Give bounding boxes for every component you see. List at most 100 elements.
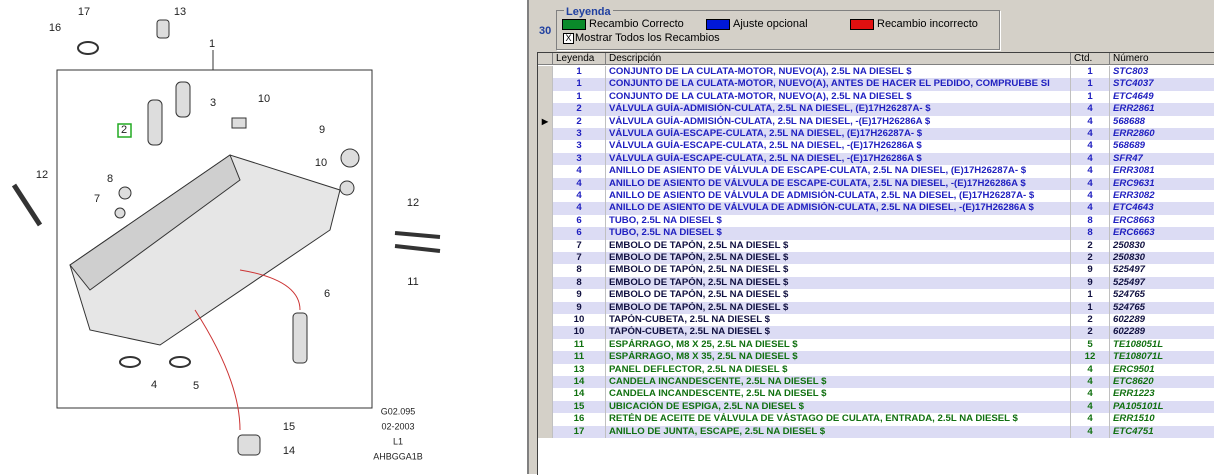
table-cell[interactable]: 11: [553, 338, 606, 352]
table-cell[interactable]: TE108051L: [1110, 338, 1214, 352]
table-cell[interactable]: 250830: [1110, 252, 1214, 265]
table-cell[interactable]: 1: [1071, 78, 1110, 91]
table-cell[interactable]: EMBOLO DE TAPÓN, 2.5L NA DIESEL $: [606, 276, 1071, 290]
table-cell[interactable]: ERC8663: [1110, 214, 1214, 228]
table-cell[interactable]: 602289: [1110, 314, 1214, 327]
table-cell[interactable]: STC803: [1110, 66, 1214, 79]
table-cell[interactable]: 4: [1071, 425, 1110, 438]
table-cell[interactable]: 4: [1071, 202, 1110, 215]
table-cell[interactable]: EMBOLO DE TAPÓN, 2.5L NA DIESEL $: [606, 289, 1071, 302]
table-cell[interactable]: 4: [1071, 177, 1110, 190]
table-cell[interactable]: ETC4751: [1110, 425, 1214, 438]
table-cell[interactable]: ETC4643: [1110, 202, 1214, 215]
table-cell[interactable]: TAPÓN-CUBETA, 2.5L NA DIESEL $: [606, 326, 1071, 339]
table-cell[interactable]: TE108071L: [1110, 351, 1214, 364]
table-cell[interactable]: STC4037: [1110, 78, 1214, 91]
table-cell[interactable]: 8: [553, 264, 606, 277]
table-cell[interactable]: 602289: [1110, 326, 1214, 339]
table-cell[interactable]: 4: [1071, 103, 1110, 116]
table-cell[interactable]: 4: [1071, 165, 1110, 178]
table-cell[interactable]: 1: [553, 90, 606, 104]
table-cell[interactable]: VÁLVULA GUÍA-ESCAPE-CULATA, 2.5L NA DIES…: [606, 140, 1071, 153]
table-cell[interactable]: EMBOLO DE TAPÓN, 2.5L NA DIESEL $: [606, 239, 1071, 252]
table-cell[interactable]: 2: [1071, 326, 1110, 339]
table-cell[interactable]: 12: [1071, 351, 1110, 364]
table-cell[interactable]: ANILLO DE JUNTA, ESCAPE, 2.5L NA DIESEL …: [606, 425, 1071, 438]
table-cell[interactable]: PANEL DEFLECTOR, 2.5L NA DIESEL $: [606, 363, 1071, 376]
table-cell[interactable]: 13: [553, 363, 606, 376]
table-cell[interactable]: 4: [1071, 413, 1110, 426]
table-cell[interactable]: ERR1223: [1110, 388, 1214, 401]
table-cell[interactable]: TUBO, 2.5L NA DIESEL $: [606, 227, 1071, 240]
table-cell[interactable]: 4: [1071, 363, 1110, 376]
table-cell[interactable]: ETC8620: [1110, 376, 1214, 389]
table-cell[interactable]: 2: [1071, 314, 1110, 327]
table-cell[interactable]: ETC4649: [1110, 90, 1214, 104]
checkbox[interactable]: X: [563, 33, 574, 44]
table-cell[interactable]: 4: [1071, 140, 1110, 153]
table-cell[interactable]: 524765: [1110, 301, 1214, 314]
table-cell[interactable]: 10: [553, 326, 606, 339]
table-cell[interactable]: ANILLO DE ASIENTO DE VÁLVULA DE ESCAPE-C…: [606, 177, 1071, 190]
table-cell[interactable]: 2: [553, 103, 606, 116]
table-cell[interactable]: 2: [553, 115, 606, 128]
table-cell[interactable]: EMBOLO DE TAPÓN, 2.5L NA DIESEL $: [606, 252, 1071, 265]
table-cell[interactable]: 4: [1071, 400, 1110, 414]
table-cell[interactable]: 4: [1071, 152, 1110, 166]
table-cell[interactable]: CANDELA INCANDESCENTE, 2.5L NA DIESEL $: [606, 388, 1071, 401]
table-cell[interactable]: CONJUNTO DE LA CULATA-MOTOR, NUEVO(A), 2…: [606, 66, 1071, 79]
table-cell[interactable]: 1: [1071, 66, 1110, 79]
table-cell[interactable]: 6: [553, 227, 606, 240]
table-cell[interactable]: EMBOLO DE TAPÓN, 2.5L NA DIESEL $: [606, 264, 1071, 277]
table-cell[interactable]: VÁLVULA GUÍA-ADMISIÓN-CULATA, 2.5L NA DI…: [606, 103, 1071, 116]
table-cell[interactable]: CONJUNTO DE LA CULATA-MOTOR, NUEVO(A), A…: [606, 78, 1071, 91]
table-cell[interactable]: PA105101L: [1110, 400, 1214, 414]
table-cell[interactable]: 6: [553, 214, 606, 228]
table-cell[interactable]: 524765: [1110, 289, 1214, 302]
table-cell[interactable]: 568689: [1110, 140, 1214, 153]
table-cell[interactable]: ERR3082: [1110, 190, 1214, 203]
table-cell[interactable]: 2: [1071, 252, 1110, 265]
table-cell[interactable]: 7: [553, 239, 606, 252]
table-cell[interactable]: 1: [1071, 289, 1110, 302]
table-cell[interactable]: TUBO, 2.5L NA DIESEL $: [606, 214, 1071, 228]
table-cell[interactable]: EMBOLO DE TAPÓN, 2.5L NA DIESEL $: [606, 301, 1071, 314]
table-cell[interactable]: 9: [553, 301, 606, 314]
table-cell[interactable]: 3: [553, 140, 606, 153]
table-cell[interactable]: 3: [553, 128, 606, 141]
table-cell[interactable]: 4: [1071, 388, 1110, 401]
table-cell[interactable]: ERR1510: [1110, 413, 1214, 426]
table-cell[interactable]: 4: [553, 202, 606, 215]
table-cell[interactable]: 525497: [1110, 276, 1214, 290]
table-cell[interactable]: ANILLO DE ASIENTO DE VÁLVULA DE ADMISIÓN…: [606, 190, 1071, 203]
table-cell[interactable]: ERC6663: [1110, 227, 1214, 240]
table-cell[interactable]: ERC9631: [1110, 177, 1214, 190]
table-cell[interactable]: 16: [553, 413, 606, 426]
checkbox-label[interactable]: Mostrar Todos los Recambios: [575, 32, 720, 44]
table-cell[interactable]: ERR2860: [1110, 128, 1214, 141]
table-cell[interactable]: 4: [553, 165, 606, 178]
table-cell[interactable]: 17: [553, 425, 606, 438]
table-cell[interactable]: VÁLVULA GUÍA-ESCAPE-CULATA, 2.5L NA DIES…: [606, 152, 1071, 166]
table-cell[interactable]: 1: [553, 66, 606, 79]
table-cell[interactable]: 250830: [1110, 239, 1214, 252]
table-cell[interactable]: 2: [1071, 239, 1110, 252]
table-cell[interactable]: 4: [553, 190, 606, 203]
table-cell[interactable]: VÁLVULA GUÍA-ESCAPE-CULATA, 2.5L NA DIES…: [606, 128, 1071, 141]
table-cell[interactable]: 7: [553, 252, 606, 265]
table-cell[interactable]: 1: [553, 78, 606, 91]
table-cell[interactable]: ANILLO DE ASIENTO DE VÁLVULA DE ADMISIÓN…: [606, 202, 1071, 215]
table-cell[interactable]: CANDELA INCANDESCENTE, 2.5L NA DIESEL $: [606, 376, 1071, 389]
table-cell[interactable]: 8: [553, 276, 606, 290]
table-cell[interactable]: 10: [553, 314, 606, 327]
table-cell[interactable]: ERC9501: [1110, 363, 1214, 376]
table-cell[interactable]: ERR2861: [1110, 103, 1214, 116]
table-cell[interactable]: 14: [553, 376, 606, 389]
table-cell[interactable]: 4: [553, 177, 606, 190]
table-cell[interactable]: 11: [553, 351, 606, 364]
table-cell[interactable]: 525497: [1110, 264, 1214, 277]
table-cell[interactable]: ERR3081: [1110, 165, 1214, 178]
table-cell[interactable]: ESPÁRRAGO, M8 X 35, 2.5L NA DIESEL $: [606, 351, 1071, 364]
table-cell[interactable]: 1: [1071, 301, 1110, 314]
table-cell[interactable]: 14: [553, 388, 606, 401]
